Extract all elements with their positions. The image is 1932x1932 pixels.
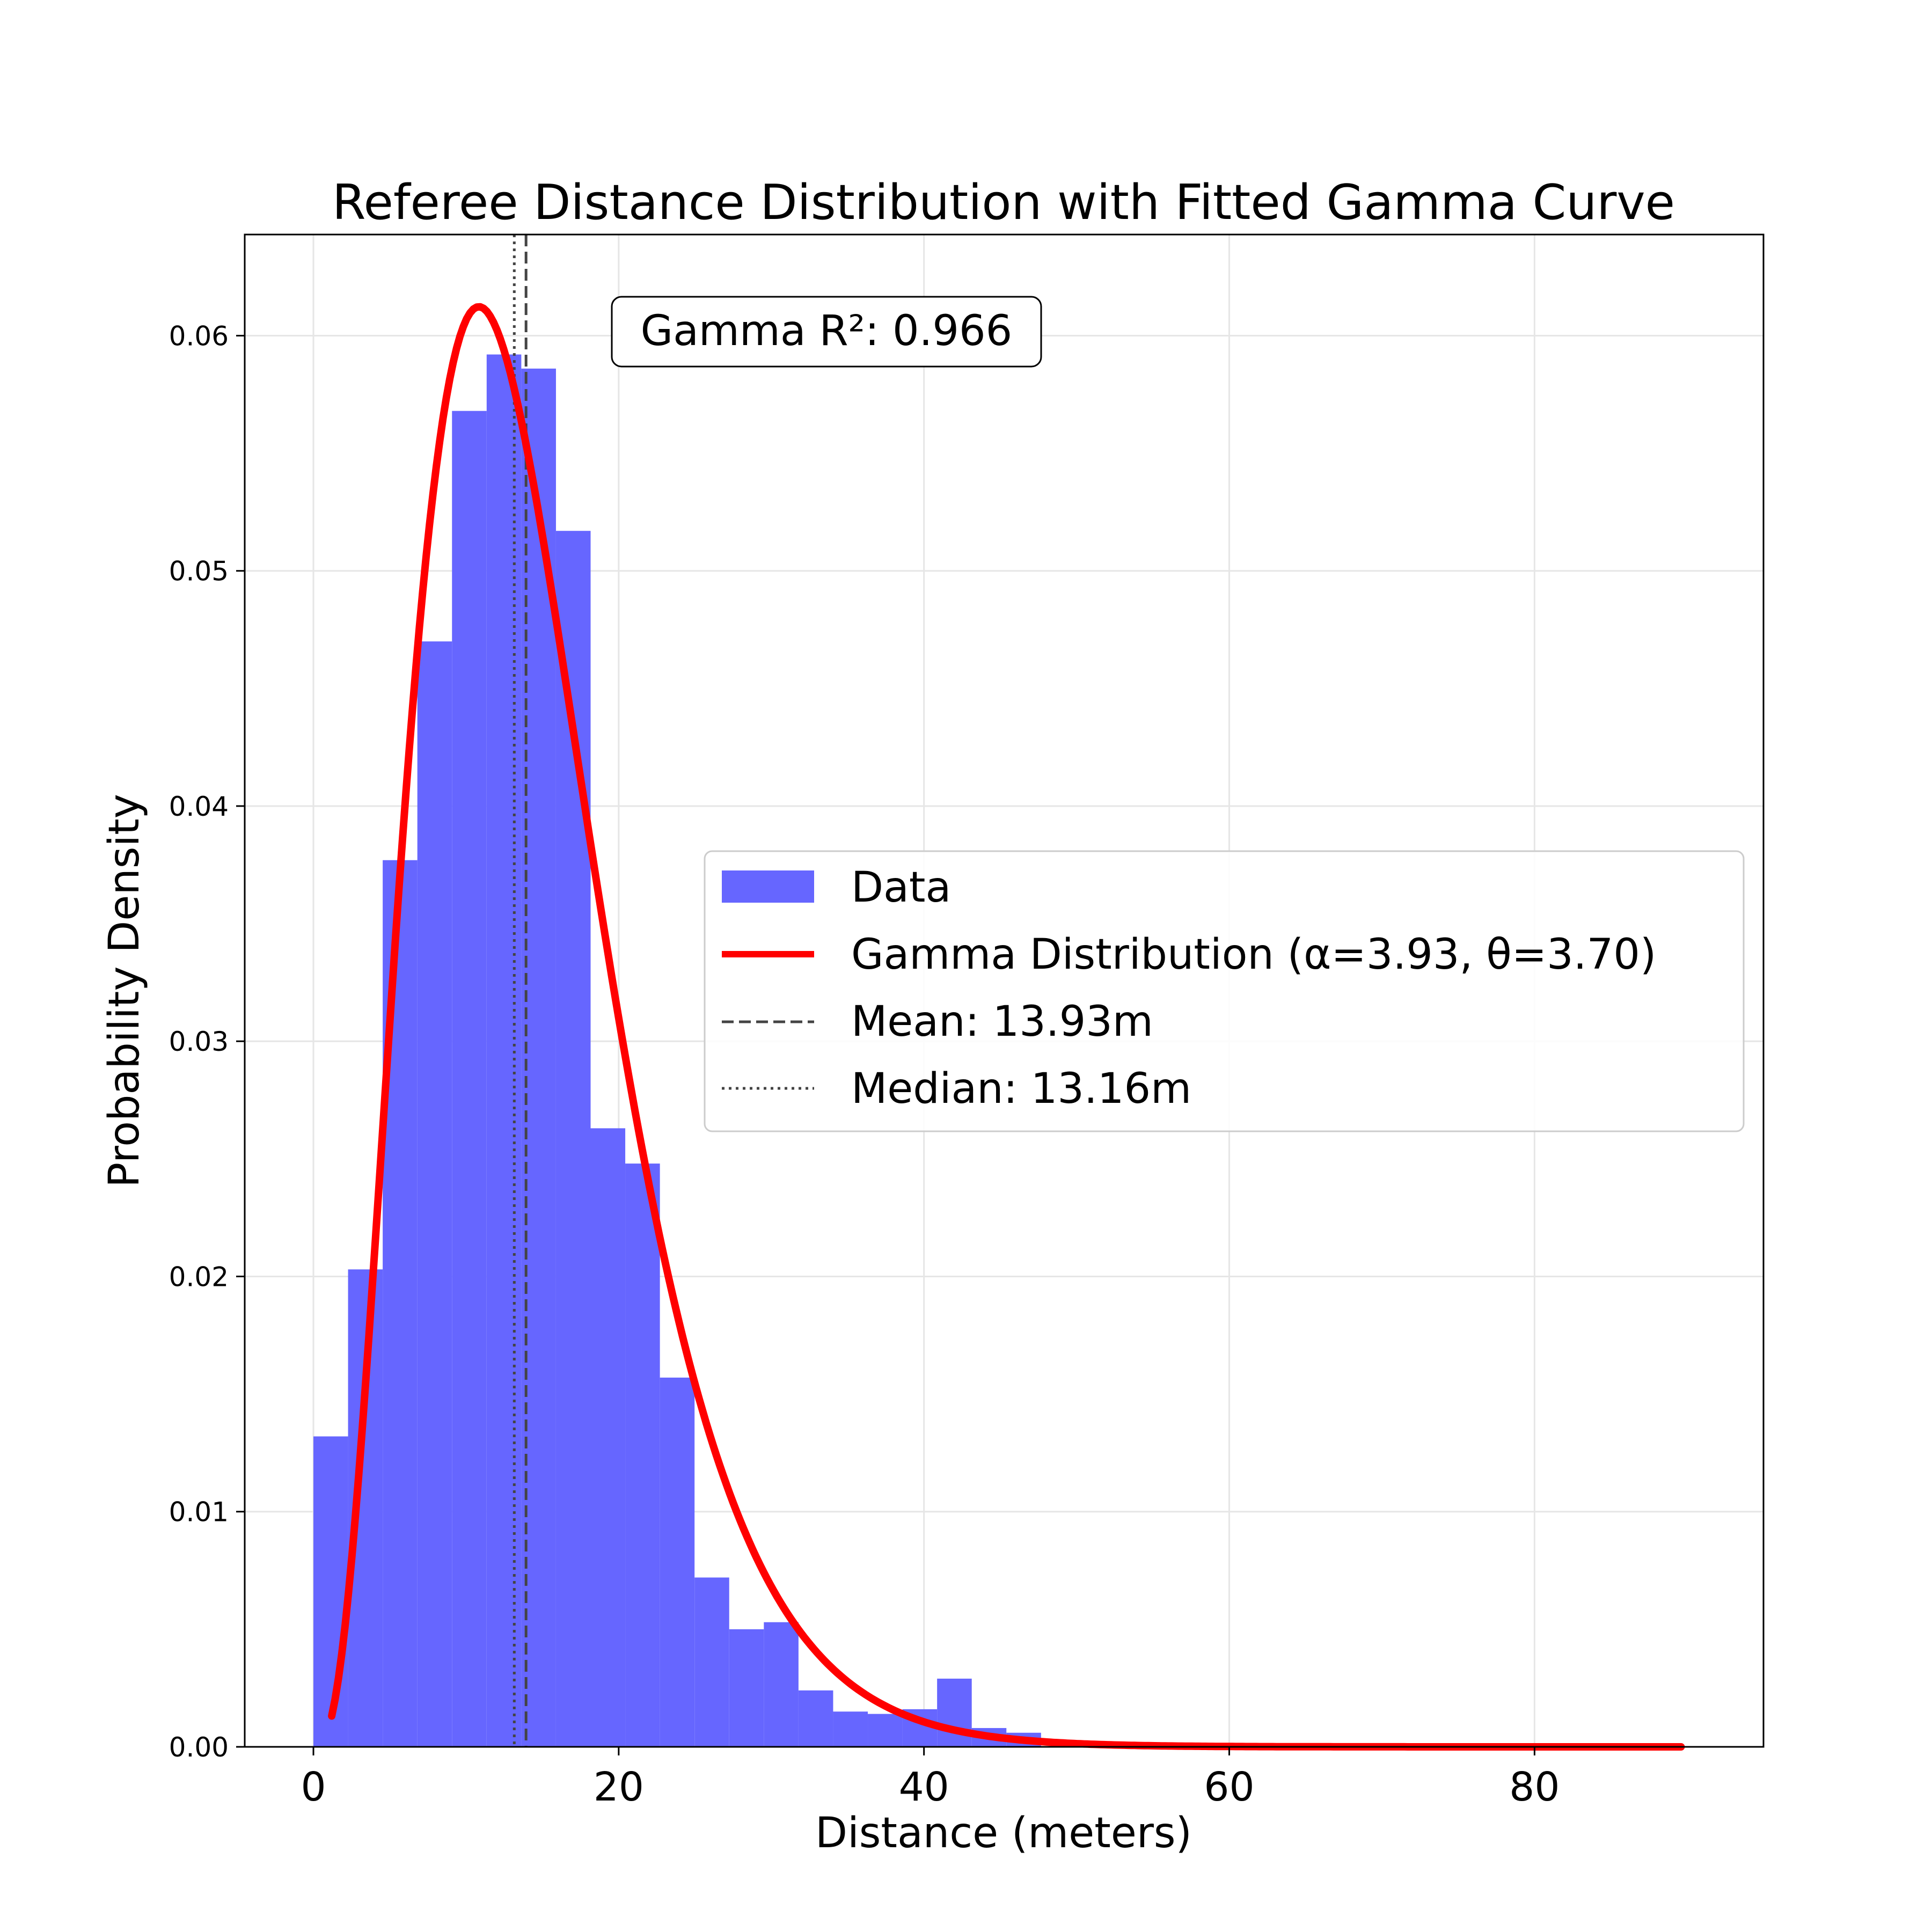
legend: Data Gamma Distribution (α=3.93, θ=3.70)…	[704, 850, 1745, 1132]
x-tick-label: 80	[1509, 1764, 1560, 1810]
histogram-bar	[452, 411, 487, 1747]
histogram-bar	[417, 641, 452, 1747]
histogram-bar	[868, 1714, 903, 1747]
chart-title: Referee Distance Distribution with Fitte…	[332, 174, 1675, 231]
histogram-bar	[590, 1128, 626, 1747]
x-tick-label: 40	[899, 1764, 949, 1810]
annotation-frame	[611, 296, 1042, 368]
histogram-bar	[764, 1622, 799, 1747]
histogram-bar	[937, 1678, 972, 1747]
y-tick-label: 0.02	[169, 1261, 229, 1292]
legend-label-median: Median: 13.16m	[851, 1065, 1191, 1113]
x-tick-label: 20	[594, 1764, 644, 1810]
y-tick-label: 0.06	[169, 320, 229, 352]
histogram-bar	[729, 1629, 764, 1747]
histogram-bar	[660, 1377, 695, 1747]
legend-swatch-data	[722, 870, 814, 903]
histogram-bar	[383, 860, 418, 1747]
x-axis-label: Distance (meters)	[815, 1809, 1192, 1857]
histogram-bar	[625, 1163, 660, 1747]
y-tick-label: 0.01	[169, 1497, 229, 1528]
histogram-bars	[313, 354, 1041, 1747]
annotation-text: Gamma R²: 0.966	[641, 307, 1013, 355]
histogram-bar	[486, 354, 522, 1747]
x-tick-label: 0	[301, 1764, 326, 1810]
y-tick-label: 0.00	[169, 1732, 229, 1763]
histogram-bar	[833, 1711, 868, 1747]
y-axis-label: Probability Density	[100, 794, 149, 1188]
histogram-bar	[694, 1577, 729, 1747]
plot-frame	[244, 233, 1765, 1748]
legend-label-data: Data	[851, 863, 951, 912]
y-tick-label: 0.03	[169, 1026, 229, 1057]
legend-label-gamma: Gamma Distribution (α=3.93, θ=3.70)	[851, 931, 1656, 979]
y-axis-ticks: 0.00 0.01 0.02 0.03 0.04 0.05 0.06	[169, 320, 245, 1763]
legend-frame	[704, 850, 1745, 1132]
y-tick-label: 0.05	[169, 556, 229, 587]
annotation-box: Gamma R²: 0.966	[611, 296, 1042, 368]
y-tick-label: 0.04	[169, 791, 229, 822]
x-axis-ticks: 0 20 40 60 80	[301, 1747, 1560, 1810]
legend-label-mean: Mean: 13.93m	[851, 998, 1153, 1046]
x-tick-label: 60	[1204, 1764, 1254, 1810]
histogram-bar	[313, 1436, 348, 1747]
reference-lines	[513, 235, 528, 1747]
histogram-bar	[798, 1690, 833, 1747]
